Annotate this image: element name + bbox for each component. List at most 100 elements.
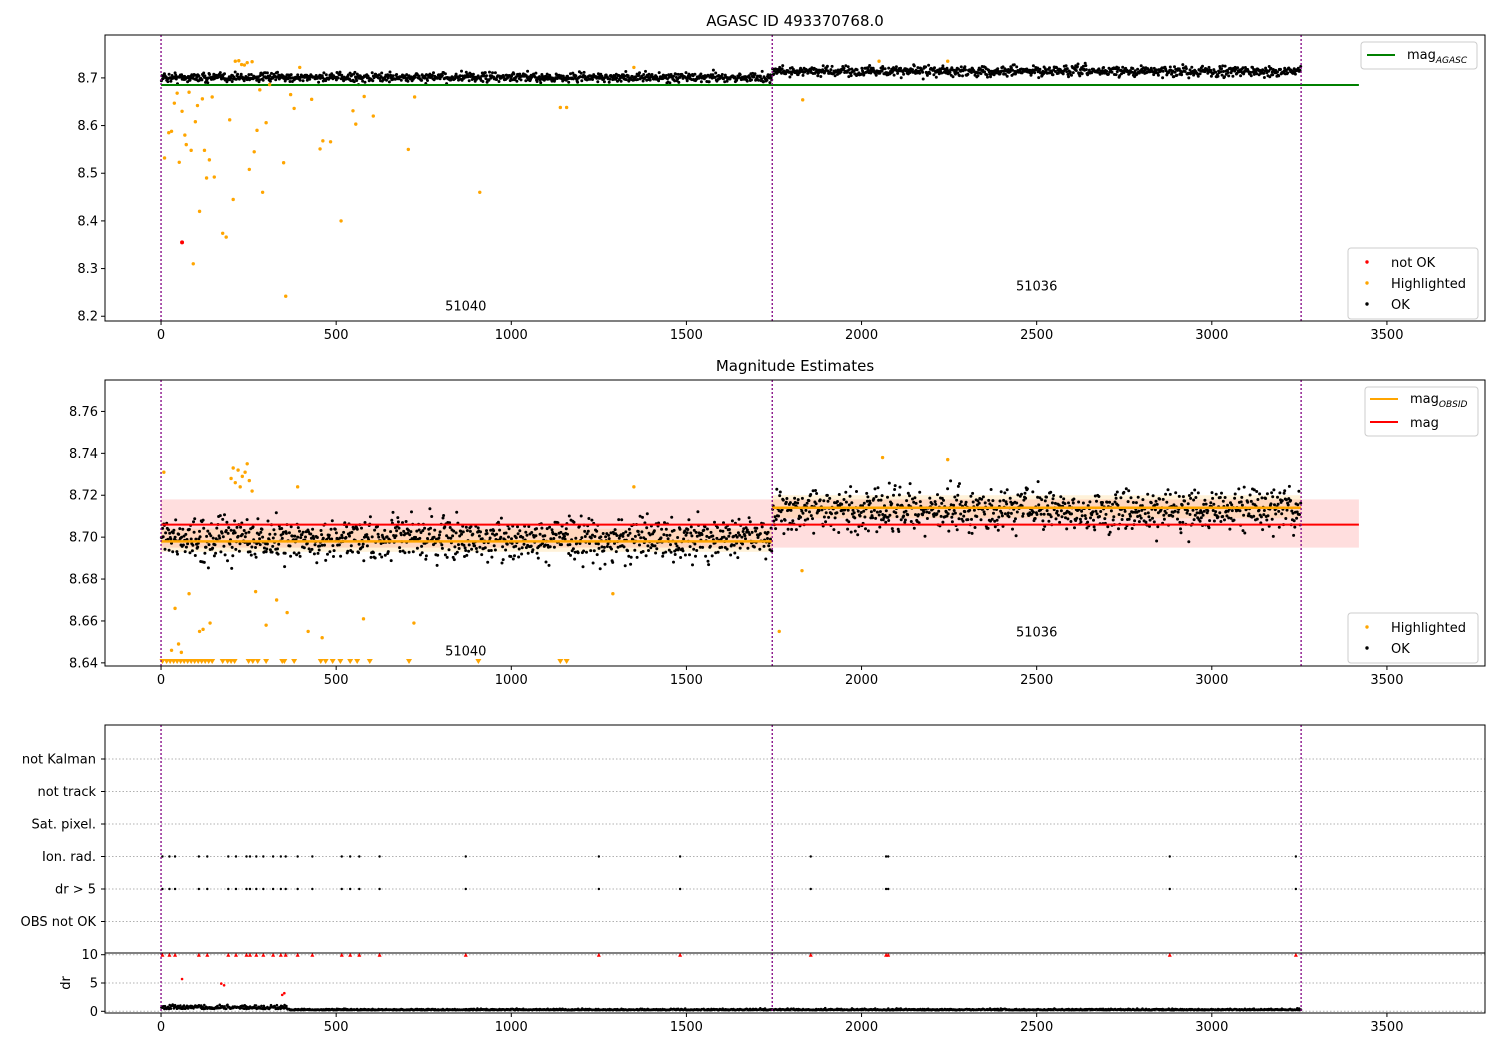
ok-point [190, 549, 194, 553]
ok-point [395, 529, 399, 533]
ok-point [1292, 519, 1296, 523]
ok-point [309, 532, 313, 536]
ok-point [971, 500, 975, 504]
ok-point [677, 80, 681, 84]
ok-point [683, 553, 687, 557]
ok-point [685, 79, 689, 83]
ok-point [1005, 502, 1009, 506]
ok-point [666, 537, 670, 541]
ok-point [916, 66, 920, 70]
ok-point [1241, 529, 1245, 533]
ok-point [212, 554, 216, 558]
ok-point [198, 535, 202, 539]
ok-point [485, 74, 488, 78]
ok-point [244, 531, 248, 535]
ok-point [204, 545, 208, 549]
ok-point [192, 530, 196, 534]
ok-point [1161, 497, 1165, 501]
ok-point [757, 78, 761, 82]
highlighted-point [239, 62, 244, 67]
ok-point [951, 512, 955, 516]
ok-point [268, 548, 272, 552]
ok-point [1140, 504, 1144, 508]
ok-point [441, 516, 445, 520]
ok-point [812, 531, 816, 535]
ok-point [1261, 68, 1265, 72]
flag-point [284, 887, 287, 891]
ok-point [1060, 515, 1064, 519]
ok-point [794, 528, 798, 532]
ok-point [398, 546, 402, 550]
ok-point [324, 558, 328, 562]
ok-point [443, 72, 447, 76]
ok-point [721, 529, 725, 533]
ok-point [548, 545, 552, 549]
ok-point [641, 550, 645, 553]
ok-point [875, 510, 879, 514]
clipped-highlighted-marker [231, 659, 238, 664]
ok-point [894, 511, 898, 515]
ok-point [1123, 509, 1127, 513]
legend-label-subscript: AGASC [1435, 56, 1468, 66]
ok-point [1198, 72, 1202, 76]
ok-point [1084, 517, 1088, 520]
ok-point [516, 532, 520, 536]
ok-point [686, 528, 690, 531]
ok-point [161, 77, 165, 80]
ok-point [214, 551, 218, 555]
ok-point [714, 71, 718, 75]
ok-point [1093, 494, 1097, 498]
ok-point [405, 73, 409, 77]
ok-point [762, 544, 766, 548]
ok-point [942, 498, 945, 502]
ok-point [184, 545, 188, 549]
ok-point [206, 81, 210, 85]
ok-point [815, 492, 819, 495]
ok-point [760, 77, 764, 81]
ok-point [1144, 520, 1148, 524]
ok-point [266, 519, 270, 523]
ok-point [420, 551, 424, 555]
ok-point [470, 547, 474, 551]
ok-point [690, 534, 694, 538]
ok-point [832, 528, 836, 532]
ok-point [1227, 516, 1231, 520]
ok-point [633, 548, 637, 552]
ok-point [868, 501, 872, 505]
ok-point [1271, 73, 1275, 77]
ok-point [577, 524, 581, 528]
ok-point [695, 534, 699, 538]
ok-point [927, 511, 931, 515]
ok-point [1179, 527, 1182, 531]
ok-point [638, 543, 641, 547]
highlighted-point [233, 59, 237, 63]
ok-point [1065, 70, 1069, 74]
ok-point [417, 528, 421, 532]
ok-point [661, 551, 665, 555]
ok-point [169, 537, 173, 541]
ok-point [339, 554, 343, 558]
ok-point [1249, 70, 1253, 74]
ok-point [928, 496, 932, 500]
ok-point [856, 533, 860, 537]
ok-point [1081, 501, 1085, 505]
ok-point [458, 74, 462, 78]
ok-point [701, 545, 705, 549]
ok-point [1196, 491, 1200, 495]
ok-point [268, 532, 272, 536]
ok-point [591, 561, 595, 565]
ok-point [1030, 512, 1034, 516]
ok-point [280, 527, 284, 530]
ok-point [262, 546, 266, 550]
ok-point [1206, 509, 1210, 513]
ok-point [1064, 516, 1067, 520]
ok-point [946, 512, 950, 516]
ok-point [730, 519, 734, 523]
ok-point [750, 78, 753, 82]
ok-point [990, 517, 994, 521]
ok-point [937, 72, 941, 76]
ok-point [811, 489, 815, 493]
ok-point [551, 532, 555, 536]
ok-point [1202, 502, 1206, 506]
ok-point [866, 68, 870, 72]
